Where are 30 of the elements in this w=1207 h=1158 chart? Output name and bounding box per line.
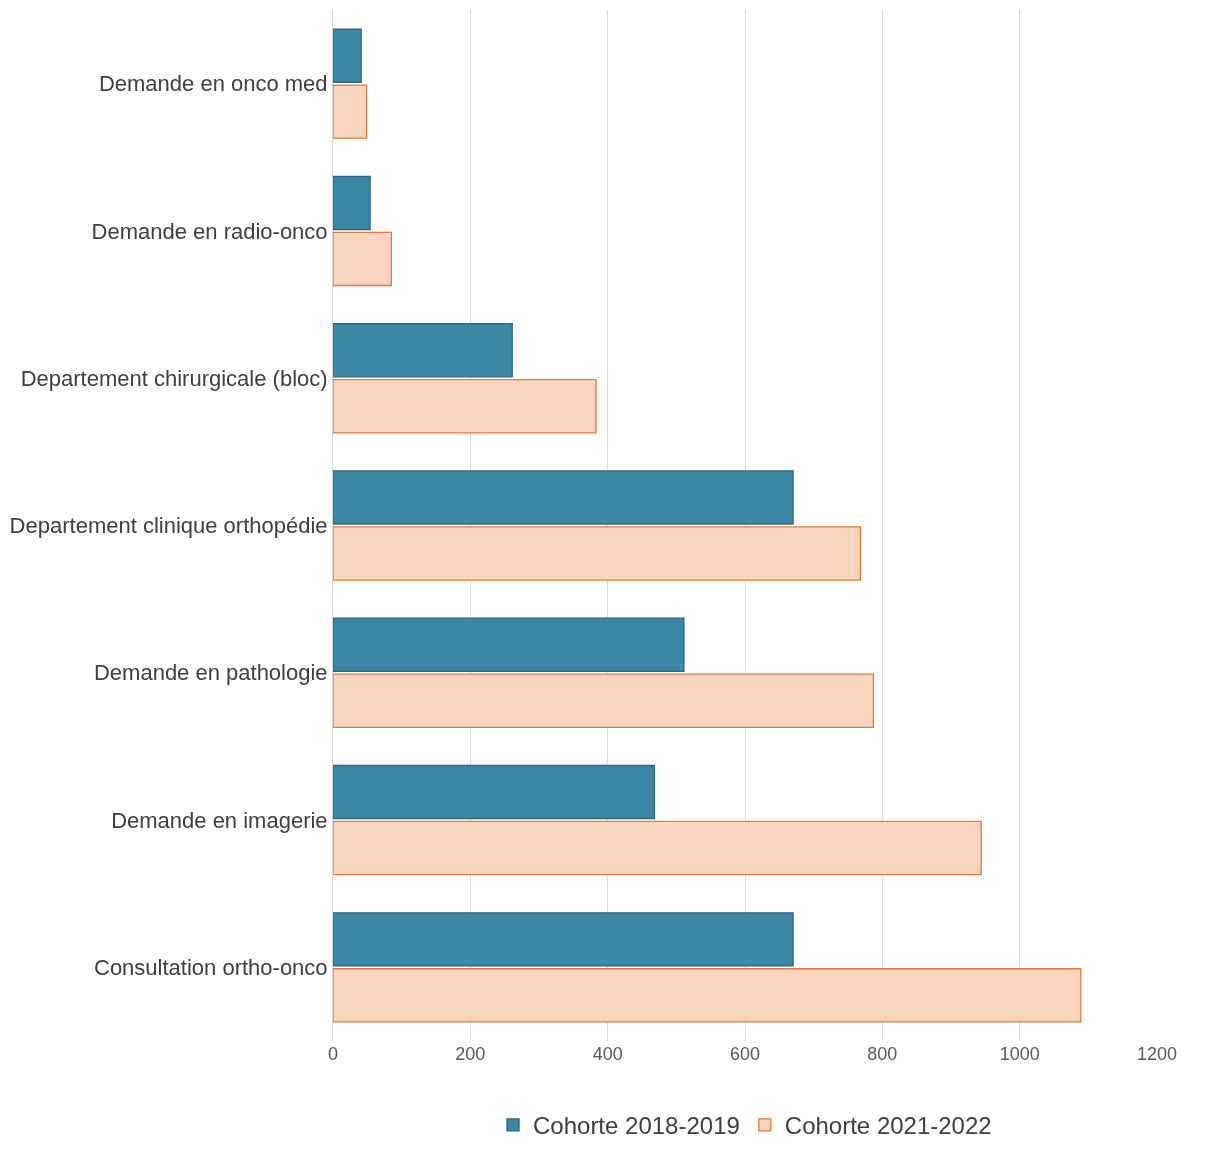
bar: [333, 673, 875, 729]
bar: [333, 84, 368, 139]
bar: [333, 470, 794, 525]
y-tick-label: Demande en radio-onco: [91, 218, 328, 244]
y-tick-label: Departement chirurgicale (bloc): [20, 365, 328, 391]
x-tick-label: 1200: [1136, 1044, 1178, 1064]
x-tick-label: 600: [729, 1044, 761, 1064]
legend-label: Cohorte 2018-2019: [533, 1112, 740, 1140]
x-tick-label: 800: [867, 1044, 898, 1064]
bar: [333, 820, 982, 876]
legend-label: Cohorte 2021-2022: [784, 1112, 992, 1140]
bar: [333, 764, 656, 820]
bar: [333, 617, 685, 673]
x-tick-label: 200: [455, 1044, 486, 1064]
y-tick-label: Consultation ortho-onco: [94, 955, 328, 981]
bar: [333, 378, 597, 434]
bar: [333, 968, 1082, 1023]
bar: [333, 231, 393, 287]
bar: [333, 175, 371, 231]
y-tick-label: Demande en onco med: [98, 71, 328, 97]
x-tick-label: 400: [592, 1044, 623, 1064]
bar: [333, 526, 862, 581]
y-tick-label: Departement clinique orthopédie: [9, 513, 328, 539]
y-tick-label: Demande en pathologie: [93, 660, 328, 686]
y-tick-label: Demande en imagerie: [111, 807, 328, 833]
bar: [333, 912, 794, 967]
x-tick-label: 1000: [999, 1044, 1040, 1064]
bar: [333, 322, 513, 378]
x-tick-label: 0: [327, 1044, 339, 1064]
bar: [333, 28, 362, 83]
